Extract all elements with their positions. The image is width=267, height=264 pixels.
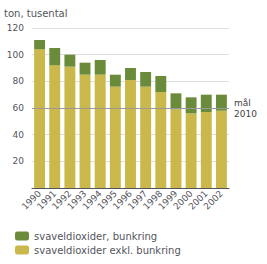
svg-text:2002: 2002 — [202, 188, 225, 211]
svg-text:40: 40 — [13, 130, 25, 140]
svg-text:1995: 1995 — [95, 188, 119, 212]
svg-text:1994: 1994 — [80, 188, 104, 212]
svg-text:120: 120 — [7, 23, 24, 33]
svg-text:svaveldioxider, bunkring: svaveldioxider, bunkring — [34, 231, 157, 242]
svg-text:1990: 1990 — [19, 188, 44, 212]
svg-text:1998: 1998 — [141, 188, 165, 212]
svg-text:1992: 1992 — [50, 188, 74, 212]
svg-text:20: 20 — [13, 156, 25, 166]
svg-text:1999: 1999 — [156, 188, 180, 212]
svg-text:ton, tusental: ton, tusental — [4, 8, 68, 19]
svg-text:svaveldioxider exkl. bunkring: svaveldioxider exkl. bunkring — [34, 245, 181, 256]
svg-text:1997: 1997 — [125, 188, 150, 212]
svg-text:1993: 1993 — [65, 188, 89, 212]
svg-text:2001: 2001 — [186, 188, 210, 212]
svg-text:60: 60 — [13, 103, 25, 113]
svg-text:2000: 2000 — [171, 188, 195, 212]
svg-text:100: 100 — [7, 50, 24, 60]
svg-text:2010: 2010 — [234, 109, 257, 119]
svg-text:1996: 1996 — [110, 188, 134, 212]
svg-text:80: 80 — [13, 76, 25, 86]
svg-text:mål: mål — [234, 98, 251, 108]
svg-text:1991: 1991 — [35, 188, 59, 212]
